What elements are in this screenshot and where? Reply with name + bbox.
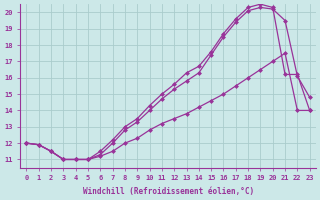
- X-axis label: Windchill (Refroidissement éolien,°C): Windchill (Refroidissement éolien,°C): [83, 187, 254, 196]
